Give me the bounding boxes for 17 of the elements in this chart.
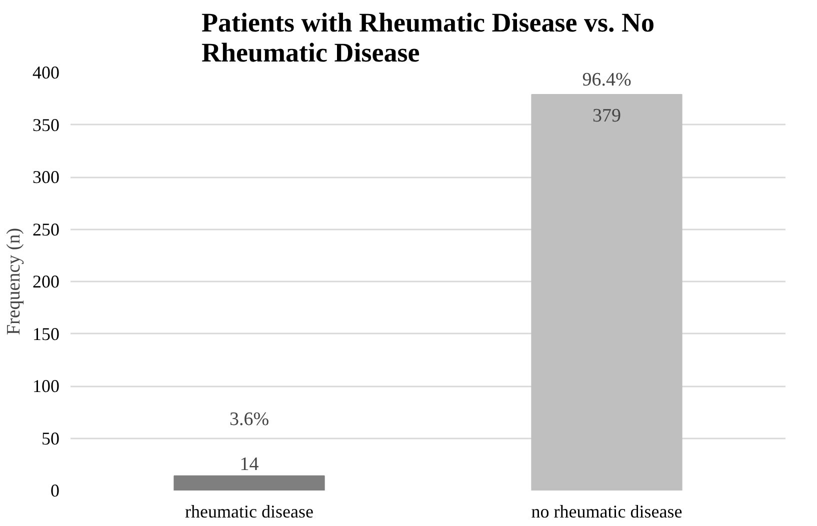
y-tick-label: 250 <box>32 219 60 240</box>
y-tick-label: 350 <box>32 114 60 135</box>
chart-title: Patients with Rheumatic Disease vs. No Rheumatic Disease <box>202 8 654 68</box>
y-tick-label: 100 <box>32 376 60 396</box>
y-tick-label: 50 <box>42 428 60 448</box>
y-tick-label: 0 <box>50 480 60 500</box>
annotation: 96.4% <box>582 69 632 90</box>
y-axis-title: Frequency (n) <box>4 228 24 336</box>
x-tick-label: rheumatic disease <box>185 502 314 522</box>
x-tick-label: no rheumatic disease <box>531 502 682 522</box>
annotation: 3.6% <box>229 408 270 430</box>
y-tick-label: 300 <box>32 167 60 187</box>
y-tick-label: 400 <box>32 62 60 82</box>
data-label: 379 <box>592 105 621 126</box>
data-label: 14 <box>240 454 260 475</box>
y-tick-label: 200 <box>32 272 60 292</box>
y-tick-label: 150 <box>32 324 60 344</box>
